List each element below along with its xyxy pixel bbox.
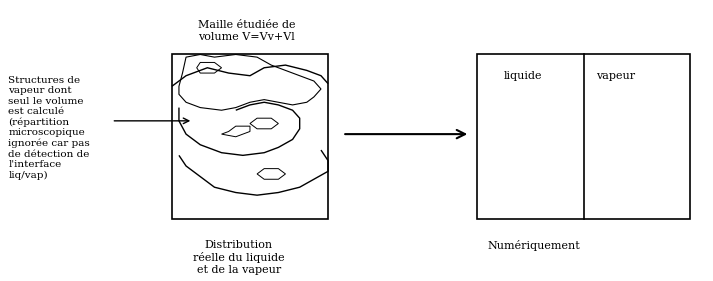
Text: Structures de
vapeur dont
seul le volume
est calculé
(répartition
microscopique
: Structures de vapeur dont seul le volume…: [9, 76, 91, 180]
FancyBboxPatch shape: [172, 55, 328, 219]
Text: vapeur: vapeur: [596, 71, 635, 81]
Text: Distribution
réelle du liquide
et de la vapeur: Distribution réelle du liquide et de la …: [193, 240, 284, 275]
FancyBboxPatch shape: [477, 55, 690, 219]
Text: Maille étudiée de
volume V=Vv+Vl: Maille étudiée de volume V=Vv+Vl: [198, 20, 295, 42]
Text: Numériquement: Numériquement: [488, 240, 580, 251]
Text: liquide: liquide: [504, 71, 543, 81]
